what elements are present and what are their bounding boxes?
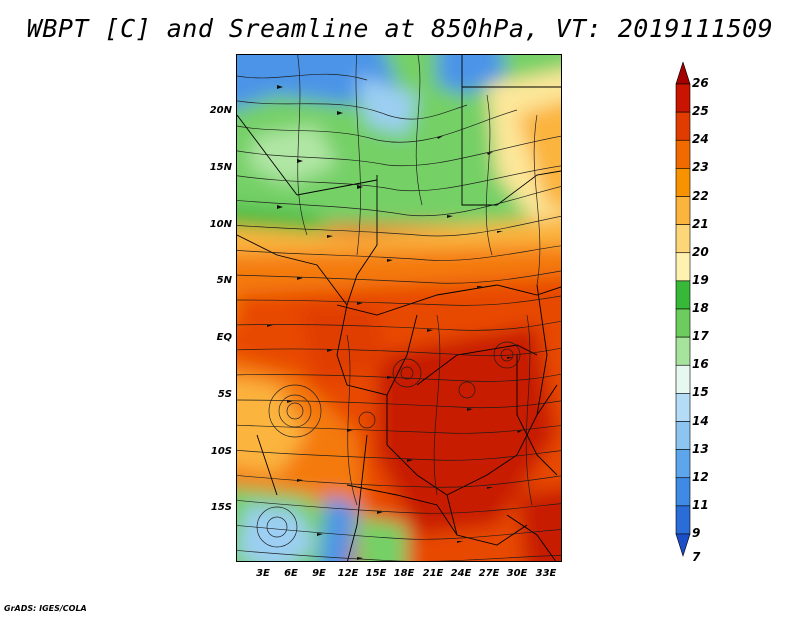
color-scale-bar xyxy=(675,62,691,557)
y-tick-label: 5S xyxy=(217,389,232,400)
color-scale-label: 9 xyxy=(692,526,701,540)
color-scale-segment xyxy=(675,505,691,535)
x-tick-label: 3E xyxy=(256,568,270,579)
y-tick-label: 10S xyxy=(210,446,232,457)
color-scale-label: 24 xyxy=(692,132,709,147)
color-scale-segment xyxy=(675,196,691,225)
x-tick-label: 33E xyxy=(535,568,557,579)
x-tick-label: 9E xyxy=(312,568,326,579)
color-scale-label: 23 xyxy=(692,160,709,175)
color-scale-segment xyxy=(675,62,691,85)
color-scale-label: 15 xyxy=(692,385,709,400)
country-borders xyxy=(237,55,561,561)
x-tick-label: 18E xyxy=(393,568,415,579)
x-tick-label: 30E xyxy=(506,568,528,579)
x-tick-label: 15E xyxy=(365,568,387,579)
color-scale-segment xyxy=(675,421,691,450)
y-tick-label: 5N xyxy=(216,275,232,286)
color-scale-segment xyxy=(675,252,691,282)
y-tick-label: EQ xyxy=(216,332,232,343)
color-scale-segment xyxy=(675,364,691,394)
wbpt-map xyxy=(237,55,561,561)
color-scale-segment xyxy=(675,336,691,366)
y-tick-label: 10N xyxy=(209,219,232,230)
color-scale-label: 16 xyxy=(692,357,709,372)
color-scale-label: 13 xyxy=(692,441,709,456)
color-scale-label: 17 xyxy=(692,329,709,344)
color-scale-segment xyxy=(675,533,691,557)
color-scale-segment xyxy=(675,280,691,310)
color-scale-segment xyxy=(675,393,691,422)
color-scale-segment xyxy=(675,224,691,254)
color-scale-segment xyxy=(675,168,691,197)
color-scale-segment xyxy=(675,477,691,507)
map-title: WBPT [C] and Sreamline at 850hPa, VT: 20… xyxy=(26,14,774,43)
streamline-arrows xyxy=(267,85,523,560)
y-tick-label: 15S xyxy=(210,502,232,513)
color-scale-segment xyxy=(675,111,691,141)
y-tick-label: 20N xyxy=(209,105,232,116)
x-tick-label: 27E xyxy=(478,568,500,579)
map-panel xyxy=(236,54,562,562)
y-tick-label: 15N xyxy=(209,162,232,173)
color-scale-label: 26 xyxy=(692,76,709,90)
color-scale-label: 7 xyxy=(692,549,701,564)
color-scale-segment xyxy=(675,449,691,479)
color-scale-label: 19 xyxy=(692,272,709,287)
color-scale-segment xyxy=(675,83,691,113)
color-scale-label: 22 xyxy=(692,188,709,203)
color-scale-label: 21 xyxy=(692,216,709,231)
color-scale-label: 20 xyxy=(692,244,709,259)
color-scale-label: 12 xyxy=(692,469,709,484)
color-scale-label: 25 xyxy=(692,104,709,119)
color-scale-label: 14 xyxy=(692,413,709,428)
x-tick-label: 24E xyxy=(450,568,472,579)
color-scale-label: 18 xyxy=(692,301,709,315)
x-tick-label: 6E xyxy=(284,568,298,579)
color-scale-segment xyxy=(675,139,691,169)
streamlines xyxy=(237,55,561,561)
x-tick-label: 12E xyxy=(337,568,359,579)
footer-credit: GrADS: IGES/COLA xyxy=(4,604,87,613)
x-tick-label: 21E xyxy=(422,568,444,579)
color-scale-segment xyxy=(675,308,691,338)
color-scale-label: 11 xyxy=(692,497,709,512)
